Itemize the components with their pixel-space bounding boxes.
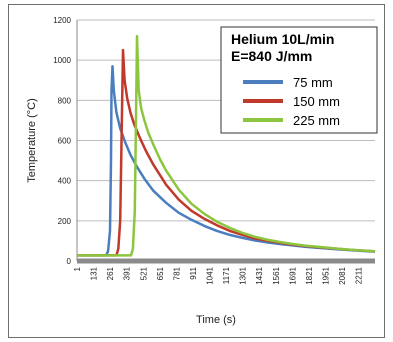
y-tick-label-1200: 1200: [53, 16, 71, 25]
y-tick-label-600: 600: [58, 137, 72, 146]
legend-label-75-mm: 75 mm: [293, 75, 333, 90]
x-tick-label-1171: 1171: [222, 266, 231, 284]
temperature-line-chart: 0 200 400 600 800 1000 1200 1 131 261 391 521 651 781…: [26, 16, 378, 326]
x-tick-label-911: 911: [189, 266, 198, 279]
x-tick-label-1041: 1041: [206, 266, 215, 284]
x-tick-label-1: 1: [73, 266, 82, 271]
x-tick-label-651: 651: [156, 266, 165, 280]
x-tick-label-1301: 1301: [239, 266, 248, 284]
y-tick-label-400: 400: [58, 177, 72, 186]
x-tick-label-1691: 1691: [288, 266, 297, 284]
x-tick-label-2081: 2081: [338, 266, 347, 284]
x-tick-label-131: 131: [90, 266, 99, 280]
x-tick-label-2211: 2211: [355, 266, 364, 284]
x-axis-title: Time (s): [196, 314, 236, 326]
y-tick-label-1000: 1000: [53, 56, 71, 65]
x-tick-label-1431: 1431: [255, 266, 264, 284]
legend-title-line-2: E=840 J/mm: [231, 48, 312, 64]
legend-title-line-1: Helium 10L/min: [231, 31, 334, 47]
y-tick-label-0: 0: [67, 257, 72, 266]
y-tick-label-800: 800: [58, 96, 72, 105]
x-tick-label-521: 521: [139, 266, 148, 280]
x-tick-label-261: 261: [106, 266, 115, 280]
x-tick-label-781: 781: [172, 266, 181, 280]
x-tick-label-391: 391: [123, 266, 132, 280]
legend-label-150-mm: 150 mm: [293, 94, 340, 109]
x-tick-label-1821: 1821: [305, 266, 314, 284]
x-tick-label-1561: 1561: [272, 266, 281, 284]
x-tick-label-1951: 1951: [321, 266, 330, 284]
series-line-225-mm: [77, 34, 376, 257]
legend-label-225-mm: 225 mm: [293, 113, 340, 128]
y-axis-title: Temperature (°C): [26, 98, 38, 182]
chart-frame: 0 200 400 600 800 1000 1200 1 131 261 391 521 651 781…: [8, 4, 385, 338]
y-tick-label-200: 200: [58, 217, 72, 226]
